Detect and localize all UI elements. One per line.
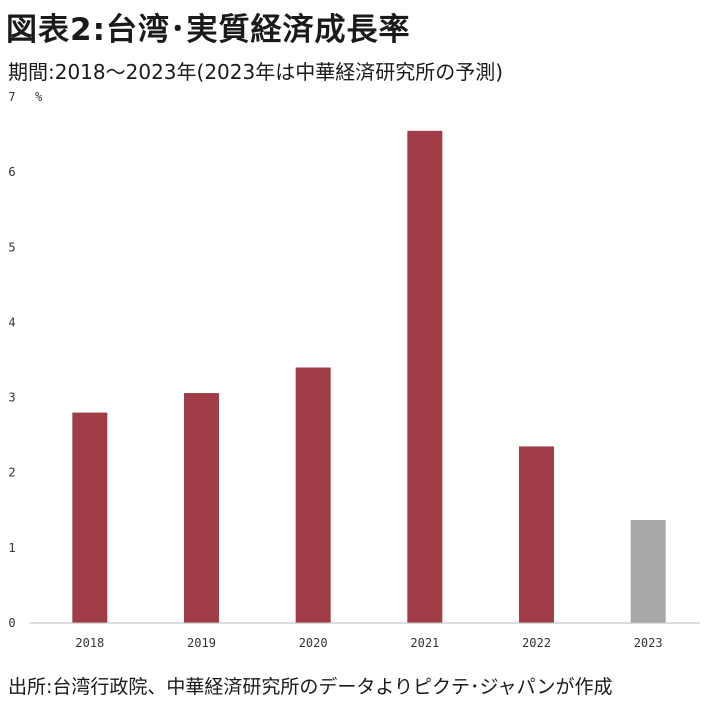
y-tick-label: 4 — [8, 315, 15, 329]
x-tick-label: 2019 — [187, 636, 216, 650]
x-tick-label: 2021 — [410, 636, 439, 650]
x-tick-label: 2018 — [75, 636, 104, 650]
x-axis: 2018 2019 2020 2021 2022 2023 — [30, 622, 700, 650]
source-note: 出所:台湾行政院、中華経済研究所のデータよりピクテ･ジャパンが作成 — [8, 676, 613, 698]
y-tick-label: 7 — [8, 90, 15, 104]
bar-2020 — [295, 367, 331, 623]
bar-2022 — [519, 446, 554, 623]
bar-2018 — [72, 412, 108, 623]
y-tick-label: 2 — [8, 466, 15, 480]
bar-2021 — [407, 130, 443, 624]
y-unit-label: % — [35, 90, 43, 104]
bar-2023 — [630, 520, 666, 623]
x-tick-label: 2023 — [634, 636, 663, 650]
x-tick-label: 2020 — [299, 636, 328, 650]
y-tick-label: 3 — [8, 391, 15, 405]
bar-2019 — [184, 393, 219, 623]
y-tick-label: 5 — [8, 240, 15, 254]
chart-subtitle: 期間:2018～2023年(2023年は中華経済研究所の予測) — [8, 60, 504, 84]
chart-title: 図表2:台湾･実質経済成長率 — [6, 12, 411, 48]
y-tick-label: 6 — [8, 165, 15, 179]
x-tick-label: 2022 — [522, 636, 551, 650]
bars — [72, 130, 666, 624]
y-tick-label: 1 — [8, 541, 15, 555]
y-tick-label: 0 — [8, 616, 15, 630]
y-axis: 0 1 2 3 4 5 6 7% — [8, 90, 43, 630]
